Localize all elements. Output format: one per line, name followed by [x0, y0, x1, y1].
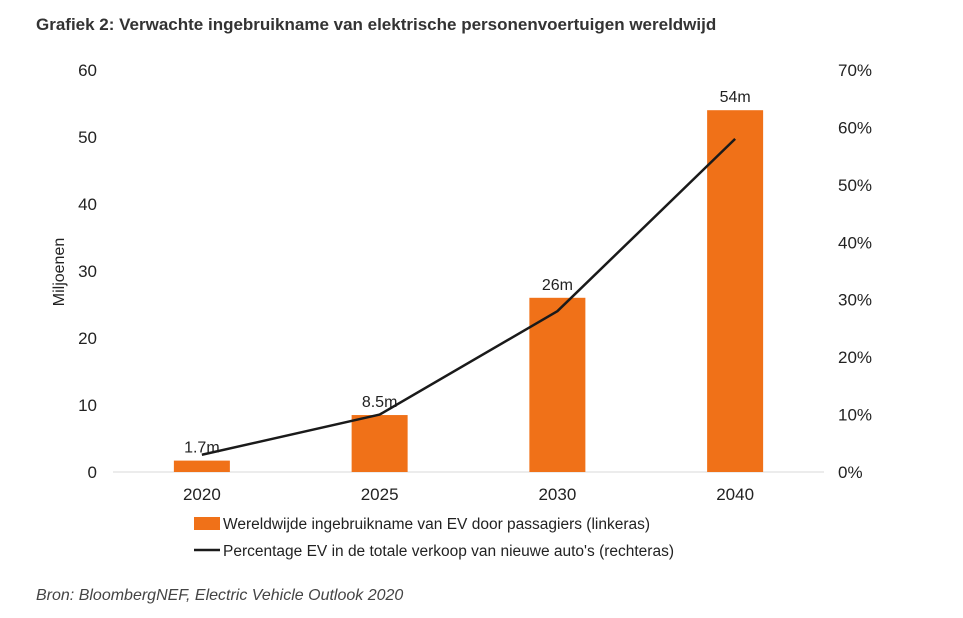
- left-y-tick-label: 50: [78, 128, 97, 147]
- left-y-tick-label: 0: [88, 463, 97, 482]
- right-y-tick-label: 50%: [838, 176, 872, 195]
- line-series-path: [201, 138, 736, 456]
- chart-title: Grafiek 2: Verwachte ingebruikname van e…: [36, 15, 717, 34]
- right-y-tick-label: 10%: [838, 406, 872, 425]
- legend: Wereldwijde ingebruikname van EV door pa…: [194, 516, 674, 560]
- left-y-tick-label: 40: [78, 195, 97, 214]
- x-tick-label: 2040: [716, 485, 754, 504]
- bar: [173, 460, 230, 472]
- right-y-tick-label: 60%: [838, 118, 872, 137]
- bar-series: [173, 110, 764, 472]
- x-tick-label: 2020: [183, 485, 221, 504]
- bar: [529, 297, 586, 472]
- legend-bar-label: Wereldwijde ingebruikname van EV door pa…: [223, 516, 650, 533]
- left-y-tick-label: 10: [78, 396, 97, 415]
- right-y-tick-label: 40%: [838, 233, 872, 252]
- x-tick-label: 2030: [538, 485, 576, 504]
- left-y-axis: 0 10 20 30 40 50 60: [78, 61, 97, 482]
- left-y-tick-label: 60: [78, 61, 97, 80]
- left-y-tick-label: 30: [78, 262, 97, 281]
- bar-data-label: 26m: [542, 277, 573, 294]
- x-axis-ticks: 2020 2025 2030 2040: [183, 485, 754, 504]
- bar-data-label: 54m: [720, 89, 751, 106]
- right-y-axis: 0% 10% 20% 30% 40% 50% 60% 70%: [838, 61, 872, 482]
- legend-bar-swatch: [194, 517, 220, 530]
- x-tick-label: 2025: [361, 485, 399, 504]
- bar: [351, 415, 408, 472]
- legend-line-label: Percentage EV in de totale verkoop van n…: [223, 543, 674, 560]
- right-y-tick-label: 0%: [838, 463, 863, 482]
- y-axis-title: Miljoenen: [51, 238, 68, 306]
- bar-data-label: 8.5m: [362, 394, 398, 411]
- right-y-tick-label: 70%: [838, 61, 872, 80]
- chart-source: Bron: BloombergNEF, Electric Vehicle Out…: [36, 587, 404, 604]
- left-y-tick-label: 20: [78, 329, 97, 348]
- bar: [707, 110, 764, 472]
- line-series: [201, 138, 736, 456]
- right-y-tick-label: 30%: [838, 291, 872, 310]
- right-y-tick-label: 20%: [838, 348, 872, 367]
